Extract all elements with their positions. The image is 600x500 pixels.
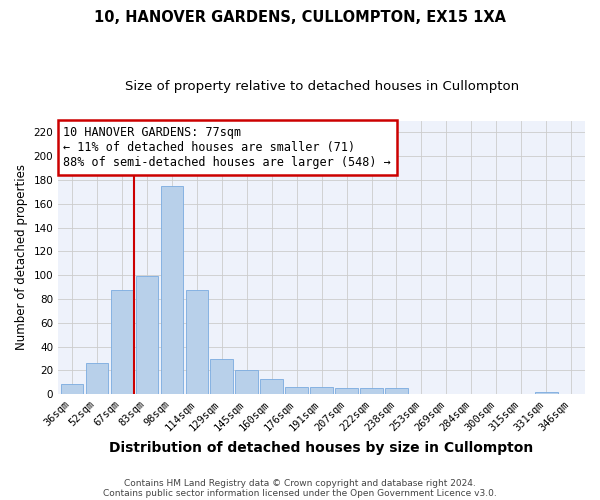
Text: Contains public sector information licensed under the Open Government Licence v3: Contains public sector information licen… bbox=[103, 488, 497, 498]
Bar bbox=[535, 392, 557, 394]
Bar bbox=[335, 388, 358, 394]
Bar bbox=[110, 290, 133, 394]
Title: Size of property relative to detached houses in Cullompton: Size of property relative to detached ho… bbox=[125, 80, 518, 93]
Bar bbox=[61, 384, 83, 394]
Bar bbox=[211, 358, 233, 394]
Bar bbox=[136, 276, 158, 394]
Bar bbox=[360, 388, 383, 394]
Text: 10, HANOVER GARDENS, CULLOMPTON, EX15 1XA: 10, HANOVER GARDENS, CULLOMPTON, EX15 1X… bbox=[94, 10, 506, 25]
Bar bbox=[185, 290, 208, 394]
Bar bbox=[310, 387, 333, 394]
Bar bbox=[235, 370, 258, 394]
X-axis label: Distribution of detached houses by size in Cullompton: Distribution of detached houses by size … bbox=[109, 441, 534, 455]
Bar bbox=[286, 387, 308, 394]
Text: Contains HM Land Registry data © Crown copyright and database right 2024.: Contains HM Land Registry data © Crown c… bbox=[124, 478, 476, 488]
Y-axis label: Number of detached properties: Number of detached properties bbox=[15, 164, 28, 350]
Text: 10 HANOVER GARDENS: 77sqm
← 11% of detached houses are smaller (71)
88% of semi-: 10 HANOVER GARDENS: 77sqm ← 11% of detac… bbox=[64, 126, 391, 169]
Bar bbox=[260, 379, 283, 394]
Bar bbox=[385, 388, 408, 394]
Bar bbox=[86, 364, 108, 394]
Bar bbox=[161, 186, 183, 394]
